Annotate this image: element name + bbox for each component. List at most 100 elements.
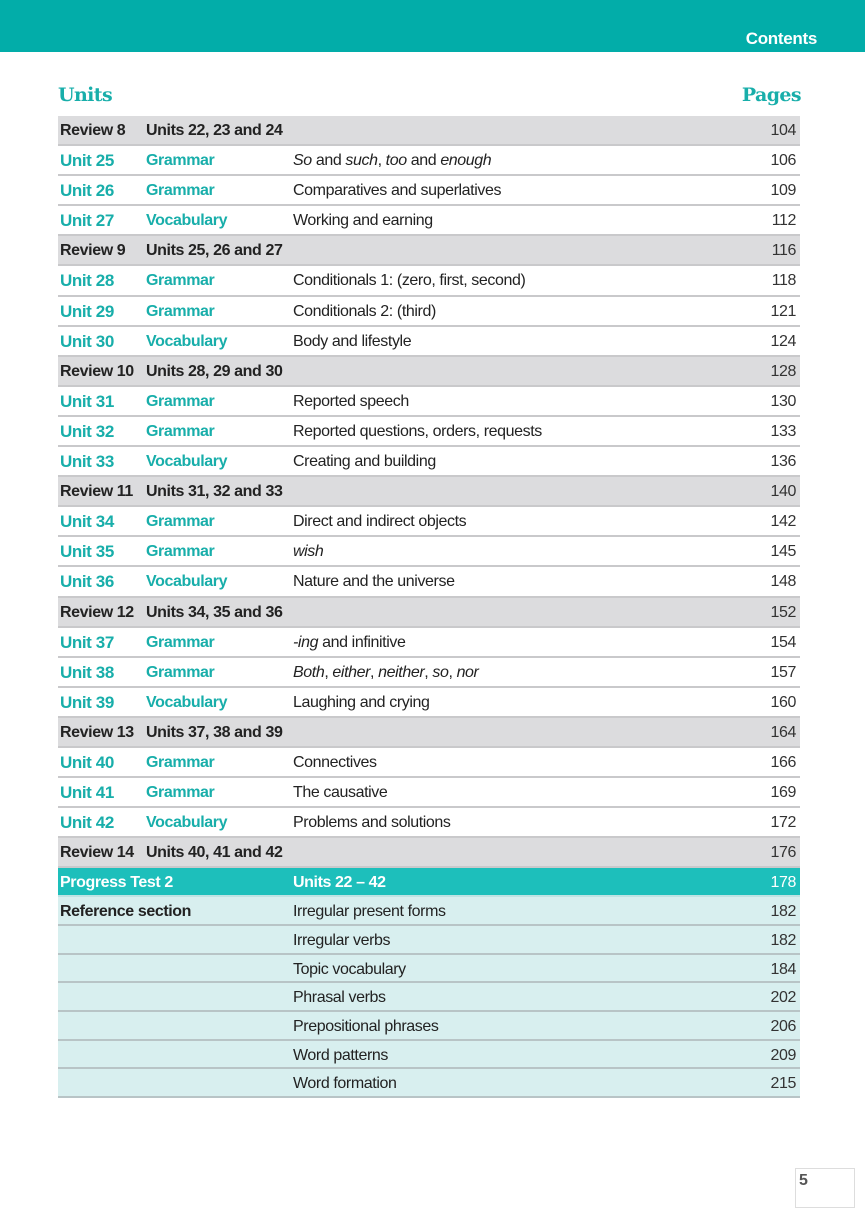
- page-number-cell: 182: [770, 903, 797, 921]
- unit-row[interactable]: Unit 27 Vocabulary Working and earning 112: [58, 206, 800, 237]
- row-label: Review 13: [60, 723, 134, 741]
- page-number-cell: 140: [770, 483, 797, 501]
- topic-text: Conditionals 2: (third): [293, 302, 436, 320]
- unit-row[interactable]: Unit 25 Grammar So and such, too and enoug…: [58, 146, 800, 177]
- page-number-cell: 124: [770, 332, 797, 350]
- topic-text: Body and lifestyle: [293, 332, 412, 350]
- unit-row[interactable]: Unit 37 Grammar -ing and infinitive 154: [58, 628, 800, 658]
- unit-row[interactable]: Unit 29 Grammar Conditionals 2: (third) 121: [58, 297, 800, 327]
- row-label: Unit 27: [60, 211, 114, 231]
- topic-text: Word formation: [293, 1075, 397, 1093]
- topic-text: ,: [377, 152, 386, 170]
- section-title: Contents: [745, 29, 818, 48]
- row-topic: The causative: [293, 784, 388, 802]
- topic-text: ,: [370, 663, 379, 681]
- row-label: Unit 35: [60, 542, 114, 562]
- topic-text: Prepositional phrases: [293, 1018, 439, 1036]
- review-row[interactable]: Review 12 Units 34, 35 and 36 152: [58, 597, 800, 628]
- topic-text: wish: [293, 543, 324, 561]
- unit-row[interactable]: Unit 26 Grammar Comparatives and superlati…: [58, 176, 800, 207]
- page-number-cell: 184: [770, 960, 797, 978]
- review-row[interactable]: Review 8 Units 22, 23 and 24 104: [58, 116, 800, 147]
- review-row[interactable]: Review 14 Units 40, 41 and 42 176: [58, 838, 800, 869]
- page-number-cell: 148: [770, 573, 797, 591]
- topic-text: The causative: [293, 784, 388, 802]
- progress-row[interactable]: Progress Test 2 Units 22 – 42 178: [58, 868, 800, 898]
- unit-row[interactable]: Unit 33 Vocabulary Creating and building 13…: [58, 447, 800, 478]
- page-number-cell: 172: [770, 814, 797, 832]
- row-category: Vocabulary: [146, 212, 228, 230]
- ref-row[interactable]: Phrasal verbs 202: [58, 983, 800, 1013]
- unit-row[interactable]: Unit 31 Grammar Reported speech 130: [58, 387, 800, 417]
- page-number-cell: 136: [770, 453, 797, 471]
- header-bar: Contents: [0, 0, 865, 52]
- topic-text: So: [293, 152, 312, 170]
- row-category: Grammar: [146, 753, 215, 771]
- topic-text: Units 22 – 42: [293, 874, 386, 892]
- row-topic: Laughing and crying: [293, 694, 430, 712]
- ref-row[interactable]: Topic vocabulary 184: [58, 954, 800, 984]
- unit-row[interactable]: Unit 30 Vocabulary Body and lifestyle 124: [58, 327, 800, 357]
- topic-text: Nature and the universe: [293, 573, 455, 591]
- row-topic: Irregular verbs: [293, 932, 391, 950]
- row-topic: Working and earning: [293, 212, 433, 230]
- unit-row[interactable]: Unit 39 Vocabulary Laughing and crying 160: [58, 688, 800, 718]
- page-number-cell: 209: [770, 1046, 797, 1064]
- topic-text: and: [406, 152, 441, 170]
- row-label: Unit 38: [60, 662, 114, 682]
- unit-row[interactable]: Unit 42 Vocabulary Problems and solutions 1…: [58, 808, 800, 839]
- row-label: Unit 34: [60, 512, 114, 532]
- ref-row[interactable]: Word patterns 209: [58, 1040, 800, 1070]
- page-number-cell: 157: [770, 663, 797, 681]
- row-category: Grammar: [146, 633, 215, 651]
- ref-row[interactable]: Reference section Irregular present forms…: [58, 897, 800, 927]
- page-number-cell: 128: [770, 362, 797, 380]
- page-number-cell: 145: [770, 543, 797, 561]
- review-row[interactable]: Review 9 Units 25, 26 and 27 116: [58, 236, 800, 267]
- row-topic: wish: [293, 543, 324, 561]
- row-category: Units 25, 26 and 27: [146, 242, 283, 260]
- page-number-cell: 116: [771, 242, 797, 260]
- row-category: Vocabulary: [146, 693, 228, 711]
- review-row[interactable]: Review 11 Units 31, 32 and 33 140: [58, 477, 800, 508]
- contents-table: Review 8 Units 22, 23 and 24 104 Unit 25 Gra…: [58, 116, 800, 1099]
- review-row[interactable]: Review 10 Units 28, 29 and 30 128: [58, 356, 800, 387]
- unit-row[interactable]: Unit 35 Grammar wish 145: [58, 537, 800, 568]
- unit-row[interactable]: Unit 40 Grammar Connectives 166: [58, 748, 800, 779]
- unit-row[interactable]: Unit 38 Grammar Both, either, neither, so,…: [58, 658, 800, 688]
- row-topic: Units 22 – 42: [293, 874, 386, 892]
- row-label: Unit 36: [60, 572, 114, 592]
- topic-text: and: [311, 152, 346, 170]
- row-category: Units 22, 23 and 24: [146, 122, 283, 139]
- topic-text: Irregular present forms: [293, 903, 446, 921]
- review-row[interactable]: Review 13 Units 37, 38 and 39 164: [58, 717, 800, 748]
- unit-row[interactable]: Unit 41 Grammar The causative 169: [58, 778, 800, 809]
- row-topic: Topic vocabulary: [293, 961, 406, 979]
- page-number-cell: 169: [770, 784, 797, 802]
- row-label: Unit 41: [60, 783, 114, 803]
- units-column-header: Units: [58, 84, 113, 106]
- row-label: Review 14: [60, 844, 134, 862]
- row-label: Unit 40: [60, 752, 114, 772]
- unit-row[interactable]: Unit 32 Grammar Reported questions, orders…: [58, 417, 800, 448]
- row-label: Review 8: [60, 122, 126, 139]
- ref-row[interactable]: Prepositional phrases 206: [58, 1012, 800, 1041]
- topic-text: -ing: [293, 633, 319, 651]
- ref-row[interactable]: Irregular verbs 182: [58, 926, 800, 955]
- page-number-cell: 160: [770, 693, 797, 711]
- topic-text: Conditionals 1: (zero, first, second): [293, 272, 526, 290]
- unit-row[interactable]: Unit 28 Grammar Conditionals 1: (zero, fir…: [58, 266, 800, 297]
- unit-row[interactable]: Unit 36 Vocabulary Nature and the universe…: [58, 567, 800, 598]
- page-number-cell: 106: [770, 152, 797, 170]
- page-number-cell: 202: [770, 989, 797, 1007]
- page-number-cell: 112: [771, 212, 797, 230]
- ref-row[interactable]: Word formation 215: [58, 1069, 800, 1099]
- unit-row[interactable]: Unit 34 Grammar Direct and indirect object…: [58, 507, 800, 538]
- row-category: Grammar: [146, 392, 215, 410]
- topic-text: ,: [424, 663, 433, 681]
- row-label: Review 10: [60, 362, 134, 380]
- row-category: Grammar: [146, 152, 215, 170]
- topic-text: Topic vocabulary: [293, 960, 406, 978]
- page-number-cell: 104: [770, 122, 797, 139]
- row-category: Grammar: [146, 272, 215, 290]
